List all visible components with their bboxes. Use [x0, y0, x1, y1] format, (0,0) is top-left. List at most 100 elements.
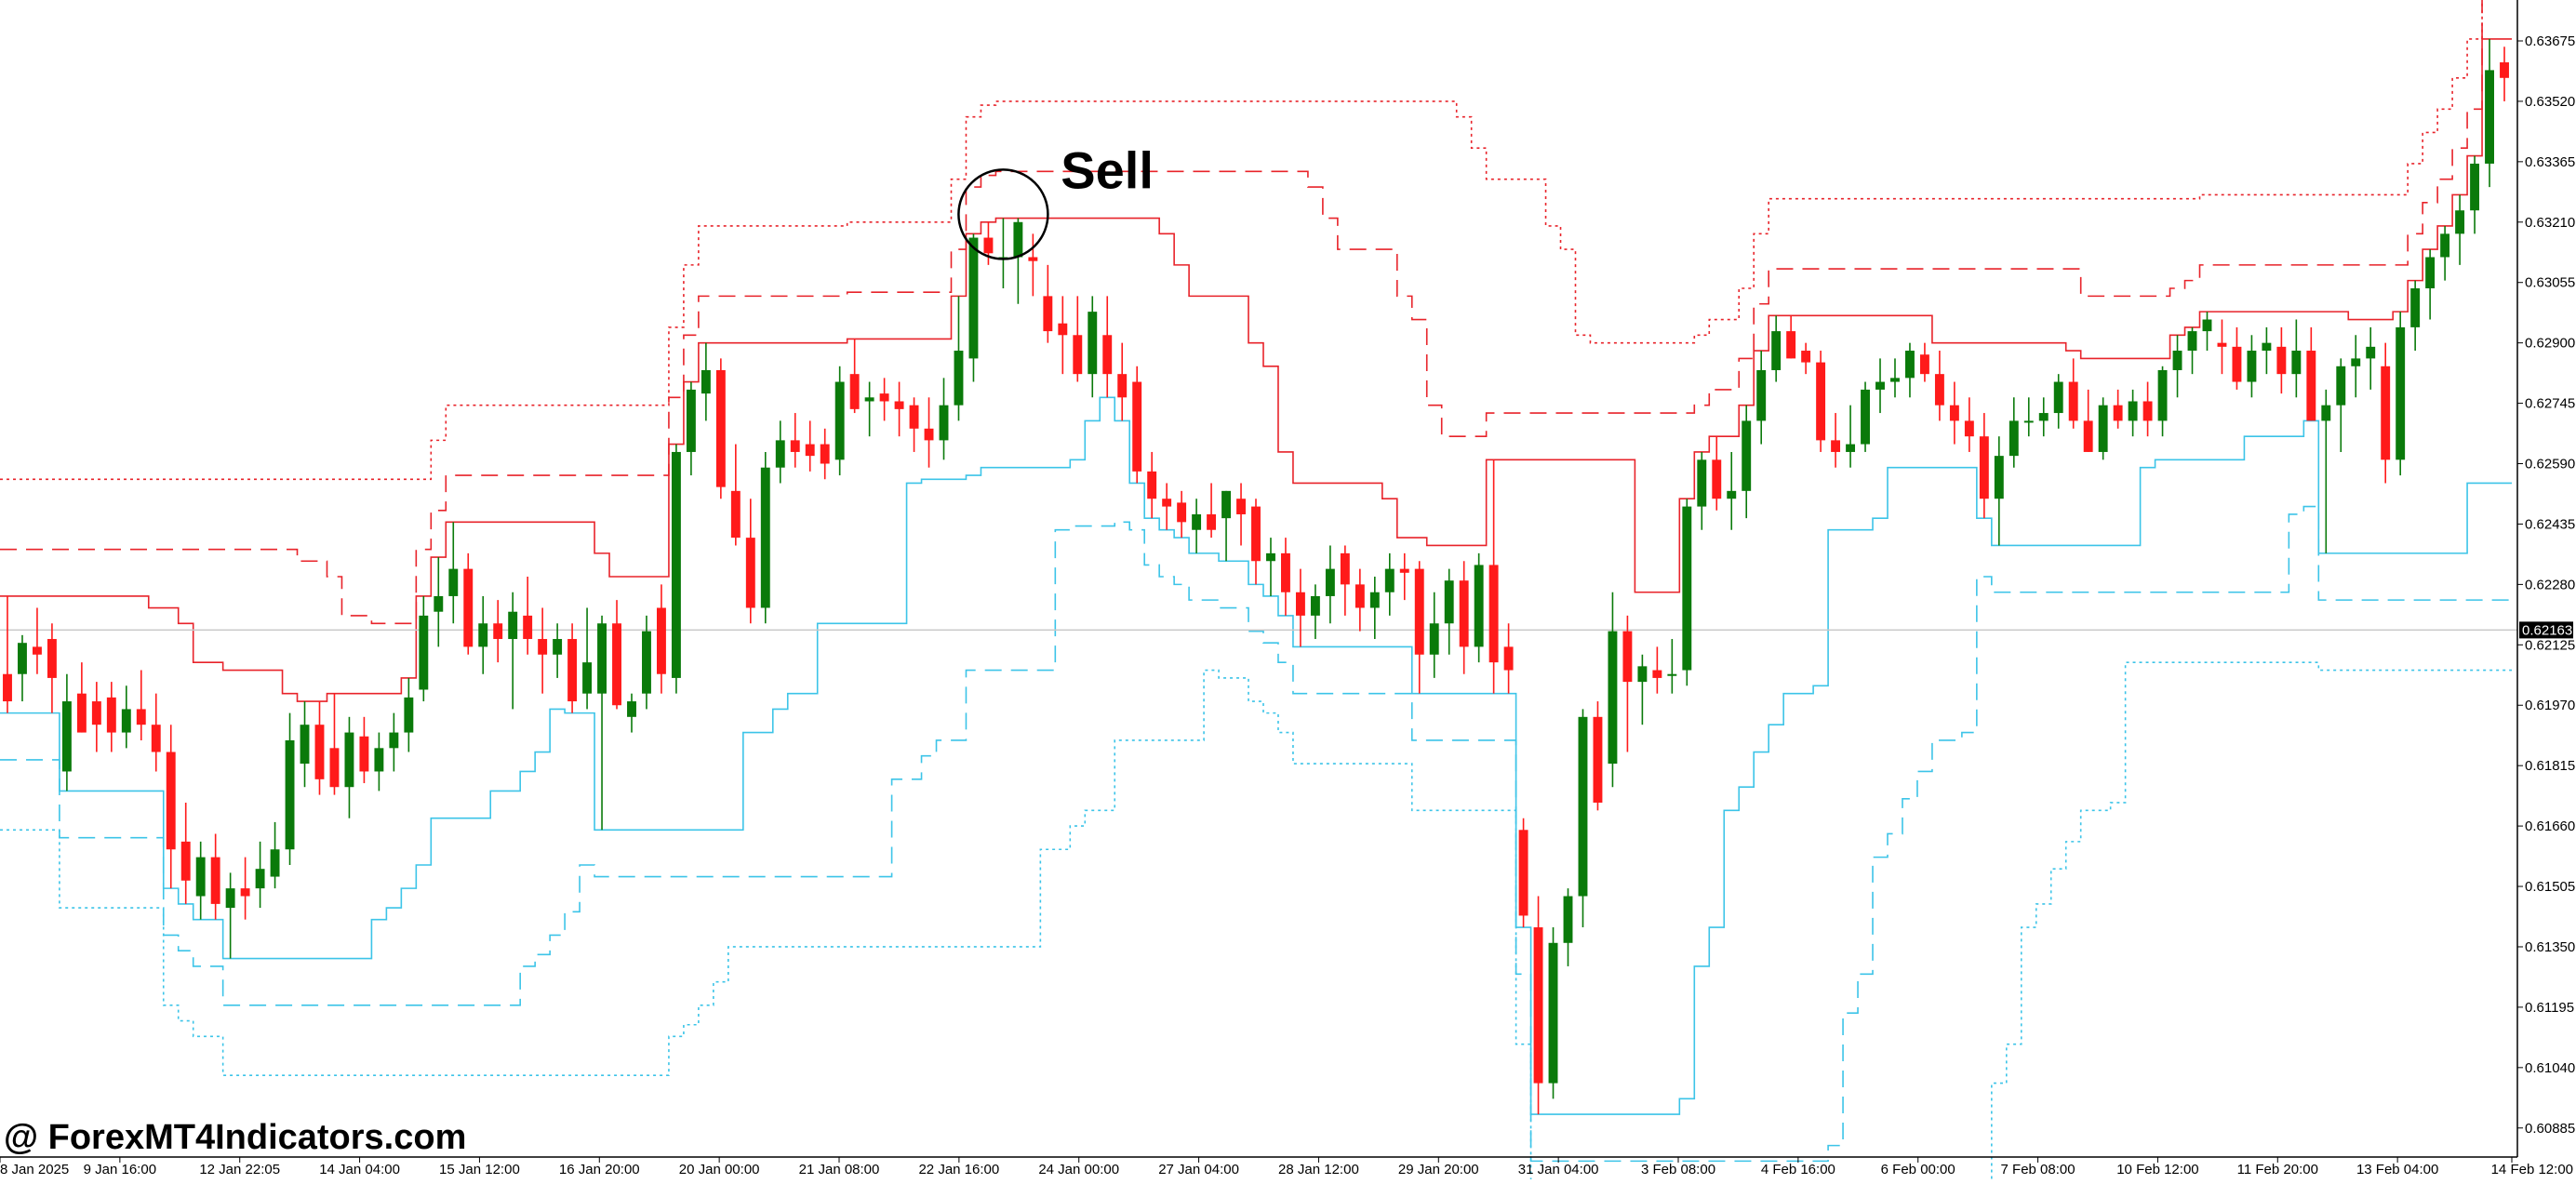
candle[interactable]: [314, 701, 325, 795]
candle[interactable]: [389, 712, 399, 772]
candle[interactable]: [745, 499, 755, 624]
candle[interactable]: [1994, 436, 2004, 546]
candle[interactable]: [91, 682, 101, 752]
candle[interactable]: [1221, 490, 1231, 562]
candle[interactable]: [1117, 342, 1128, 421]
candle[interactable]: [2306, 326, 2316, 421]
candle[interactable]: [894, 381, 904, 437]
candle[interactable]: [151, 693, 161, 772]
candle[interactable]: [1043, 264, 1053, 343]
candle[interactable]: [2217, 319, 2227, 375]
candle[interactable]: [2157, 366, 2168, 437]
candle[interactable]: [300, 701, 310, 788]
candle[interactable]: [210, 833, 220, 920]
candle[interactable]: [2262, 326, 2272, 375]
candle[interactable]: [1088, 296, 1098, 398]
candle[interactable]: [419, 595, 429, 702]
candle[interactable]: [106, 682, 116, 752]
candle[interactable]: [671, 444, 681, 694]
candle[interactable]: [434, 557, 444, 647]
candle[interactable]: [849, 339, 860, 414]
candle[interactable]: [909, 397, 919, 452]
candle[interactable]: [61, 673, 72, 792]
candle[interactable]: [1905, 342, 1915, 398]
candle[interactable]: [1563, 888, 1573, 966]
candle[interactable]: [2142, 381, 2153, 437]
candle[interactable]: [1369, 577, 1380, 640]
candle[interactable]: [879, 378, 889, 421]
candle[interactable]: [805, 420, 815, 472]
candle[interactable]: [567, 623, 578, 713]
candle[interactable]: [1652, 646, 1662, 694]
candle[interactable]: [1786, 315, 1796, 359]
candle[interactable]: [1682, 499, 1692, 686]
candle[interactable]: [939, 378, 949, 460]
candle[interactable]: [820, 428, 830, 480]
candle[interactable]: [2440, 225, 2450, 281]
candle[interactable]: [3, 595, 12, 713]
candle[interactable]: [2321, 389, 2331, 553]
candle[interactable]: [2366, 326, 2376, 390]
candle[interactable]: [404, 677, 414, 752]
candle[interactable]: [76, 662, 87, 733]
candle[interactable]: [1697, 451, 1707, 530]
candle[interactable]: [448, 522, 459, 624]
candle[interactable]: [790, 413, 800, 468]
candle[interactable]: [2276, 326, 2287, 394]
candle[interactable]: [1875, 358, 1885, 414]
candle[interactable]: [1846, 405, 1856, 468]
candle[interactable]: [760, 451, 770, 624]
candle[interactable]: [1919, 342, 1929, 382]
candle[interactable]: [775, 420, 785, 484]
candle[interactable]: [344, 716, 354, 818]
candle[interactable]: [701, 342, 711, 421]
candle[interactable]: [715, 358, 726, 499]
candle[interactable]: [2381, 342, 2391, 484]
candle[interactable]: [538, 607, 548, 694]
candle[interactable]: [195, 841, 206, 920]
candle[interactable]: [1310, 584, 1320, 640]
candle[interactable]: [1444, 568, 1454, 655]
candle[interactable]: [2187, 326, 2197, 375]
candle[interactable]: [136, 670, 146, 740]
candle[interactable]: [968, 233, 979, 382]
candle[interactable]: [2232, 326, 2242, 390]
candle[interactable]: [1132, 366, 1142, 484]
candle[interactable]: [1578, 709, 1588, 928]
candle[interactable]: [2083, 389, 2093, 452]
candle[interactable]: [1979, 413, 1989, 519]
candle[interactable]: [1192, 499, 1202, 553]
candle[interactable]: [686, 381, 696, 476]
candle[interactable]: [493, 600, 503, 663]
candle[interactable]: [1340, 545, 1350, 616]
candle[interactable]: [1177, 490, 1187, 539]
candle[interactable]: [2038, 397, 2049, 437]
candle[interactable]: [1816, 351, 1826, 452]
candle[interactable]: [285, 712, 295, 865]
candle[interactable]: [1548, 927, 1558, 1099]
candle[interactable]: [2053, 374, 2063, 429]
candle[interactable]: [2128, 389, 2138, 437]
candle[interactable]: [954, 296, 964, 421]
candle[interactable]: [597, 615, 607, 831]
candle[interactable]: [1637, 654, 1648, 725]
candle[interactable]: [834, 366, 845, 476]
candle[interactable]: [508, 592, 518, 710]
candle[interactable]: [2202, 312, 2212, 352]
candle[interactable]: [1295, 568, 1305, 647]
candle[interactable]: [2485, 38, 2494, 188]
candle[interactable]: [2500, 47, 2509, 101]
candle[interactable]: [225, 872, 235, 959]
candle[interactable]: [2351, 335, 2361, 398]
candle[interactable]: [374, 732, 384, 792]
candle[interactable]: [627, 693, 636, 733]
candle[interactable]: [656, 584, 666, 694]
candle[interactable]: [2023, 397, 2034, 437]
candle[interactable]: [1251, 499, 1261, 585]
candle[interactable]: [1207, 483, 1217, 539]
candle[interactable]: [1013, 218, 1023, 304]
candle[interactable]: [1459, 561, 1469, 674]
candle[interactable]: [1742, 405, 1752, 519]
candle[interactable]: [1712, 436, 1722, 511]
candle[interactable]: [240, 857, 250, 920]
